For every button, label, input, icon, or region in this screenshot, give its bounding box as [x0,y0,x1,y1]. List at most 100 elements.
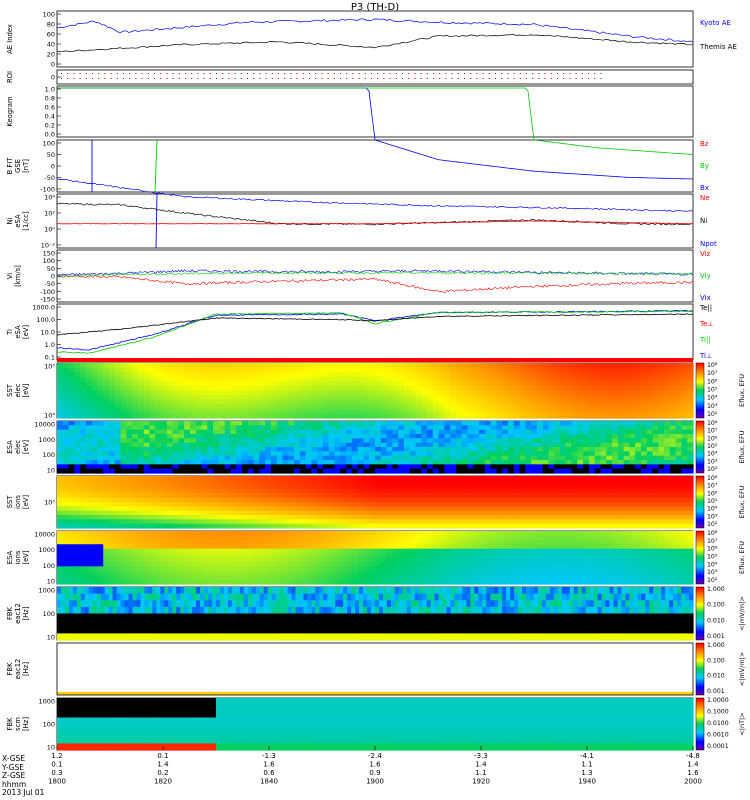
xaxis-label-x: X-GSE [2,754,26,763]
date-label: 2013 Jul 01 [2,788,45,797]
series-themis-ae [56,33,693,53]
ylabel-sst_i: SST [6,495,14,509]
colorbar-tick: 0.1000 [707,709,729,716]
series-ti-par [56,310,694,354]
ytick-ae: 60 [47,31,55,39]
colorbar-tick: 10³ [707,458,718,465]
xtick-label-hhmm: 1800 [48,778,66,786]
colorbar-tick: 0.010 [707,617,725,624]
ylabel-sst_e: elec [14,383,22,397]
ylabel-fbk3: FBK [6,717,14,731]
ytick-vi: -100 [40,288,55,296]
colorbar-tick: 10⁶ [707,490,718,497]
ytick-ti: 1.0 [45,341,55,349]
legend-ni: Ni [700,217,707,225]
red-band [57,358,693,362]
colorbar-tick: 10³ [707,569,718,576]
xaxis-row-labels: X-GSE Y-GSE Z-GSE hhmm 2013 Jul 01 [2,754,45,798]
legend-ae: Kyoto AE [700,19,731,27]
ylabel-bfit: [nT] [22,159,30,173]
series-vix [56,269,694,277]
ytick-bfit: 50 [47,151,55,159]
ytick-esa_e: 1000 [38,436,55,444]
xaxis-label-time: hhmm [2,779,27,789]
colorbar-tick: 10⁶ [707,378,718,385]
colorbar-tick: 10⁴ [707,395,718,402]
panel-frame [56,10,694,68]
colorbar-tick: 10⁵ [707,387,718,394]
colorbar-tick: 10³ [707,513,718,520]
xtick-label-hhmm: 1840 [260,778,278,786]
colorbar-label: Eflux, EFU [738,430,746,463]
ytick-ti: 1000.0 [32,304,55,312]
colorbar-tick: 10⁸ [707,420,718,427]
panel-frame [56,193,694,249]
ylabel-ae: AE Index [6,24,14,54]
colorbar-tick: 10⁷ [707,483,718,490]
ytick-ni: 10⁰ [44,226,55,234]
colorbar-tick: 0.010 [707,673,725,680]
colorbar-tick: 0.001 [707,688,725,695]
ylabel-bfit: GSE [14,159,22,173]
ytick-fbk1: 1000 [38,587,55,595]
colorbar-label: Eflux, EFU [738,374,746,407]
ytick-sst_i: 10⁵ [44,499,55,507]
panel-frame [56,69,694,85]
xtick-label-hhmm: 2000 [684,778,702,786]
roi-dots [61,73,602,79]
xtick-label-z-gse: 0.2 [157,769,168,777]
ytick-esa_i: 1000 [38,546,55,554]
ylabel-esa_e: ESA [6,440,14,454]
spectrogram-esa_i [57,531,694,585]
ylabel-fbk2: eac12 [14,659,22,680]
spectrogram-sst_i [57,476,694,529]
ytick-ti: 10.0 [41,329,55,337]
colorbar-tick: 10⁴ [707,451,718,458]
legend-vi: Vix [700,294,711,302]
xaxis-label-z: Z-GSE [2,771,26,780]
ytick-fbk1: 100 [43,610,55,618]
legend-ti: Te|| [699,304,712,312]
colorbar-tick: 10⁶ [707,546,718,553]
colorbar-tick: 10² [707,577,718,584]
ylabel-keogram: Keogram [6,96,14,127]
ytick-ti: 0.1 [45,354,55,362]
xtick-label-y-gse: 1.6 [369,761,381,769]
colorbar-tick: 10² [707,411,718,418]
colorbar-tick: 0.0010 [707,732,729,739]
colorbar-tick: 0.100 [707,602,725,609]
panel-frame [56,249,694,303]
ytick-bfit: -50 [44,174,55,182]
series-npot-gap [155,193,158,249]
colorbar-tick: 10⁵ [707,443,718,450]
colorbar-tick: 10⁷ [707,370,718,377]
colorbar-tick: 0.001 [707,633,725,640]
legend-ni: Ne [700,194,710,202]
ytick-sst_e: 10⁴ [44,412,55,420]
colorbar-tick: 0.0001 [707,743,729,750]
ytick-vi: 100 [43,257,55,265]
xtick-label-z-gse: 1.1 [475,769,486,777]
xtick-label-y-gse: 1.4 [157,761,169,769]
xtick-label-y-gse: 1.1 [581,761,592,769]
xtick-label-hhmm: 1900 [366,778,384,786]
ytick-bfit: 100 [43,140,55,148]
xtick-label-z-gse: 1.6 [687,769,699,777]
series-ti-perp [56,309,694,351]
panel-ae: 100 80 60 40 20 0 AE Index Kyoto AE Themis AE [6,11,737,69]
series-viz [56,275,694,293]
panel-frame [56,85,694,138]
xtick-label-y-gse: 1.4 [687,761,699,769]
xtick-label-z-gse: 0.3 [51,769,62,777]
ylabel-roi: ROI [6,71,14,83]
ytick-ae: 100 [43,11,55,19]
ylabel-fbk1: [Hz] [22,606,30,620]
colorbar-tick: 10⁸ [707,362,718,369]
ylabel-sst_i: ions [14,495,22,509]
ylabel-sst_e: SST [6,383,14,397]
ytick-vi: -150 [40,296,55,304]
ylabel-esa_e: [eV] [22,440,30,454]
spectrogram-esa_e [57,421,694,474]
colorbar-fbk1 [695,586,705,641]
